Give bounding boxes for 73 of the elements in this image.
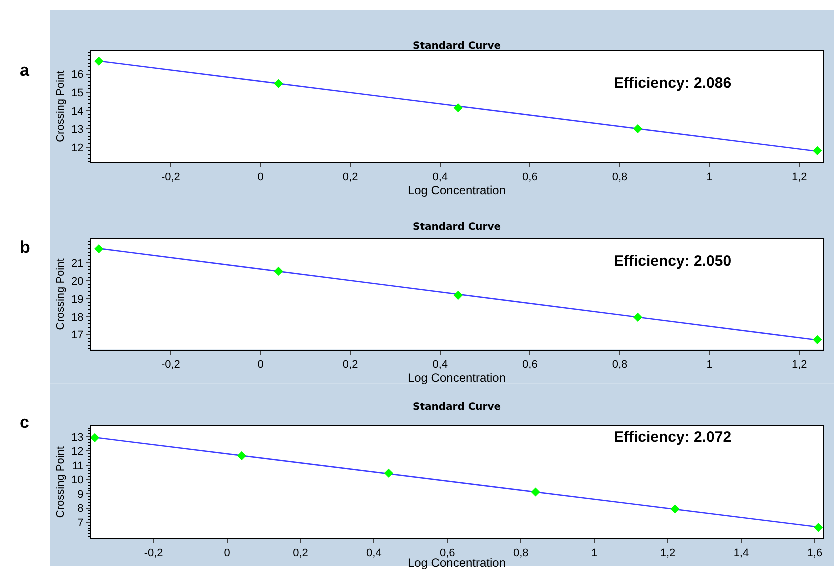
x-axis-title: Log Concentration (408, 370, 506, 385)
point (633, 124, 643, 134)
text: c (20, 413, 30, 432)
x-tick-label: 0,2 (342, 172, 358, 184)
y-tick-label: 17 (72, 330, 84, 342)
x-tick-label: 0,8 (612, 358, 628, 371)
point (670, 504, 680, 514)
y-tick-label: 8 (78, 503, 84, 516)
x-axis-title: Log Concentration (408, 184, 506, 198)
y-tick-label: 11 (72, 460, 84, 472)
point (814, 523, 824, 532)
point (274, 79, 284, 88)
annotation: Efficiency: 2.072 (614, 429, 732, 446)
y-tick-label: 12 (72, 142, 84, 154)
chart-title: Standard Curve (413, 222, 502, 233)
point (94, 244, 104, 254)
x-tick-label: 1 (591, 547, 598, 560)
x-tick-label: 0,6 (522, 358, 538, 371)
y-tick-label: 10 (72, 474, 84, 487)
x-tick-label: 0,2 (342, 358, 358, 371)
x-tick-label: -0,2 (161, 172, 180, 184)
y-tick-label: 13 (72, 432, 84, 444)
y-axis-title: Crossing Point (55, 70, 68, 142)
y-tick-label: 20 (72, 276, 84, 288)
y-axis-title: Crossing Point (55, 258, 68, 330)
point (454, 290, 463, 300)
y-tick-label: 9 (78, 488, 84, 501)
x-tick-label: 0,4 (366, 547, 382, 560)
y-tick-label: 16 (72, 69, 84, 82)
x-tick-label: 0,4 (432, 358, 448, 371)
x-tick-label: -0,2 (144, 547, 164, 560)
x-tick-label: 1,4 (734, 547, 750, 560)
y-tick-label: 19 (72, 294, 84, 306)
y-tick-label: 21 (72, 258, 84, 270)
x-tick-label: 0 (258, 172, 264, 184)
x-tick-label: -0,2 (161, 358, 180, 371)
point (90, 433, 100, 442)
x-tick-label: 1,2 (792, 172, 808, 184)
point (274, 266, 284, 276)
x-tick-label: 0 (258, 358, 264, 371)
point (237, 451, 246, 460)
x-tick-label: 0,2 (293, 547, 308, 560)
x-tick-label: 0,8 (612, 172, 628, 184)
y-tick-label: 13 (72, 124, 84, 136)
x-tick-label: 0 (224, 547, 230, 560)
x-tick-label: 0,6 (440, 547, 456, 560)
y-tick-label: 15 (72, 88, 84, 100)
point (633, 312, 643, 322)
text: b (20, 238, 30, 257)
x-tick-label: 0,4 (432, 172, 448, 184)
annotation: Efficiency: 2.086 (614, 75, 732, 92)
y-tick-label: 12 (72, 446, 84, 458)
annotation: Efficiency: 2.050 (614, 253, 732, 270)
chart-title: Standard Curve (413, 41, 502, 52)
x-tick-label: 0,6 (522, 172, 538, 184)
point (531, 488, 540, 497)
x-tick-label: 1,2 (792, 358, 808, 371)
chart-title: Standard Curve (413, 402, 502, 413)
x-tick-label: 1 (706, 358, 713, 371)
x-tick-label: 1 (706, 172, 713, 184)
point (813, 335, 822, 344)
x-tick-label: 1,2 (660, 547, 676, 560)
point (384, 468, 394, 478)
x-tick-label: 0,8 (513, 547, 529, 560)
point (94, 56, 104, 66)
y-tick-label: 14 (72, 106, 84, 118)
point (813, 146, 822, 156)
x-tick-label: 1,6 (807, 547, 823, 560)
point (454, 103, 463, 113)
text: a (20, 61, 30, 80)
y-axis-title: Crossing Point (55, 446, 68, 518)
y-tick-label: 18 (72, 312, 84, 324)
y-tick-label: 7 (78, 518, 84, 530)
